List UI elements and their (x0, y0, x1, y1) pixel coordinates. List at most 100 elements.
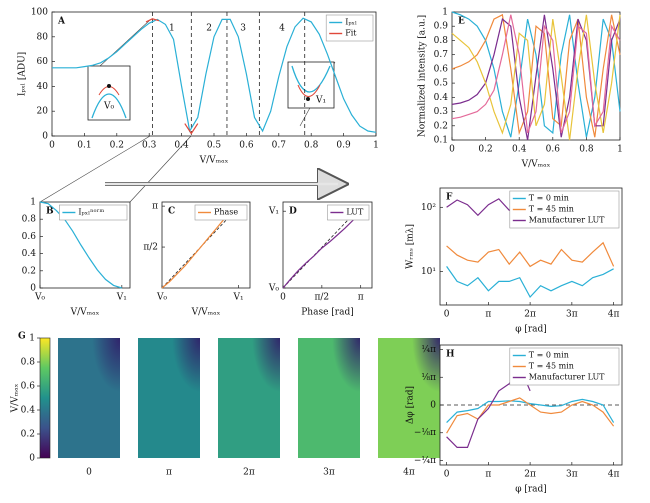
x-tick-label: π (358, 293, 364, 303)
reference-line (282, 205, 362, 289)
x-tick-label: V₁ (232, 293, 243, 303)
connector (129, 135, 192, 203)
y-tick-label: 0.6 (21, 382, 36, 392)
data-line (446, 266, 614, 299)
y-tick-label: 0.9 (434, 22, 449, 32)
y-tick-label: 0.7 (434, 50, 449, 60)
panel-letter: G (18, 332, 26, 342)
y-tick-label: π (152, 202, 158, 212)
heatmap-corner (378, 338, 440, 458)
legend-box (509, 347, 620, 386)
data-line (451, 11, 621, 138)
region-label: 4 (279, 24, 285, 34)
colorbar (39, 337, 51, 459)
legend-box (509, 190, 620, 229)
x-tick-label: 0 (449, 145, 455, 155)
data-line (282, 210, 362, 289)
connector (39, 135, 151, 203)
heatmap-corner (58, 338, 120, 458)
x-tick-label: V₀ (34, 293, 45, 303)
data-line (446, 397, 615, 434)
plot-frame (161, 201, 251, 289)
y-tick-label: 0 (29, 454, 35, 464)
x-tick-label: 4π (608, 470, 620, 480)
legend-label: Phase (214, 208, 238, 217)
x-tick-label: π (485, 470, 491, 480)
y-tick-label: −¼π (414, 455, 436, 466)
data-line (446, 241, 615, 268)
x-tick-label: 0.7 (272, 141, 287, 151)
data-line (451, 14, 621, 141)
x-axis-label: V/Vₘₐₓ (199, 156, 229, 166)
data-line (145, 18, 199, 135)
x-axis-label: V/Vₘₐₓ (521, 160, 551, 170)
data-line (39, 201, 122, 289)
inset: V₁ (287, 61, 336, 127)
y-tick-label: 100 (31, 8, 48, 18)
plot-frame (282, 201, 373, 289)
data-line (52, 17, 377, 133)
heatmap-corner (298, 338, 360, 458)
x-axis-label: φ [rad] (515, 485, 547, 495)
data-line (451, 14, 621, 134)
heatmap-corner (138, 338, 200, 458)
y-tick-label: −⅛π (414, 428, 436, 438)
x-tick-label: V₁ (116, 293, 127, 303)
legend-box (325, 14, 374, 42)
y-axis-label: V/Vₘₐₓ (11, 383, 21, 413)
data-line (451, 13, 621, 138)
x-axis-label: V/Vₘₐₓ (70, 308, 100, 318)
x-tick-label: 0 (86, 468, 92, 478)
x-tick-label: 0.4 (174, 141, 189, 151)
y-tick-label: π/2 (143, 243, 158, 253)
y-tick-label: 0.6 (22, 232, 37, 242)
inset-label: V₁ (315, 96, 326, 106)
y-tick-label: V₀ (268, 284, 279, 294)
y-tick-label: 0.2 (21, 430, 35, 440)
y-axis-label: Normalized intensity [a.u.] (418, 15, 428, 137)
x-tick-label: 0.8 (304, 141, 319, 151)
y-axis-label: Wᵣₘₛ [mλ] (406, 224, 416, 269)
plot-frame (451, 11, 621, 141)
y-tick-label: 10¹ (421, 267, 436, 277)
y-tick-label: 60 (37, 57, 49, 67)
panel-letter: B (46, 207, 54, 217)
y-tick-label: 0.1 (434, 136, 448, 146)
y-tick-label: 0.5 (434, 79, 449, 89)
region-label: 2 (206, 24, 212, 34)
y-tick-label: 0 (42, 132, 48, 142)
panel-letter: A (57, 17, 66, 27)
x-tick-label: 0 (444, 310, 450, 320)
legend-label: Manufacturer LUT (529, 373, 605, 382)
x-tick-label: 0.8 (579, 145, 594, 155)
x-tick-label: V₀ (156, 293, 167, 303)
x-tick-label: 4π (608, 310, 620, 320)
data-line (446, 398, 615, 424)
y-tick-label: ⅛π (421, 373, 436, 383)
legend-box (194, 204, 248, 221)
inset-label: V₀ (103, 102, 114, 112)
x-tick-label: 2π (524, 470, 536, 480)
y-tick-label: 1 (29, 334, 35, 344)
x-tick-label: 2π (524, 310, 536, 320)
x-tick-label: 0.6 (239, 141, 254, 151)
region-label: 3 (240, 24, 246, 34)
y-tick-label: 40 (37, 82, 49, 92)
x-tick-label: 0.6 (546, 145, 561, 155)
y-tick-label: 0.2 (434, 121, 448, 131)
y-tick-label: 0.8 (21, 358, 36, 368)
x-tick-label: 0.2 (478, 145, 492, 155)
y-tick-label: 0.4 (434, 93, 449, 103)
x-axis-label: Phase [rad] (301, 308, 353, 318)
y-tick-label: 0.6 (434, 64, 449, 74)
panel-letter: C (168, 207, 175, 217)
x-axis-label: φ [rad] (515, 325, 547, 335)
y-tick-label: 0.8 (434, 36, 449, 46)
legend-label: T = 0 min (529, 351, 569, 360)
plot-frame (439, 187, 623, 306)
y-tick-label: 0.4 (22, 249, 37, 259)
x-tick-label: π (166, 468, 172, 478)
panel-letter: E (458, 17, 465, 27)
y-tick-label: 20 (37, 107, 49, 117)
